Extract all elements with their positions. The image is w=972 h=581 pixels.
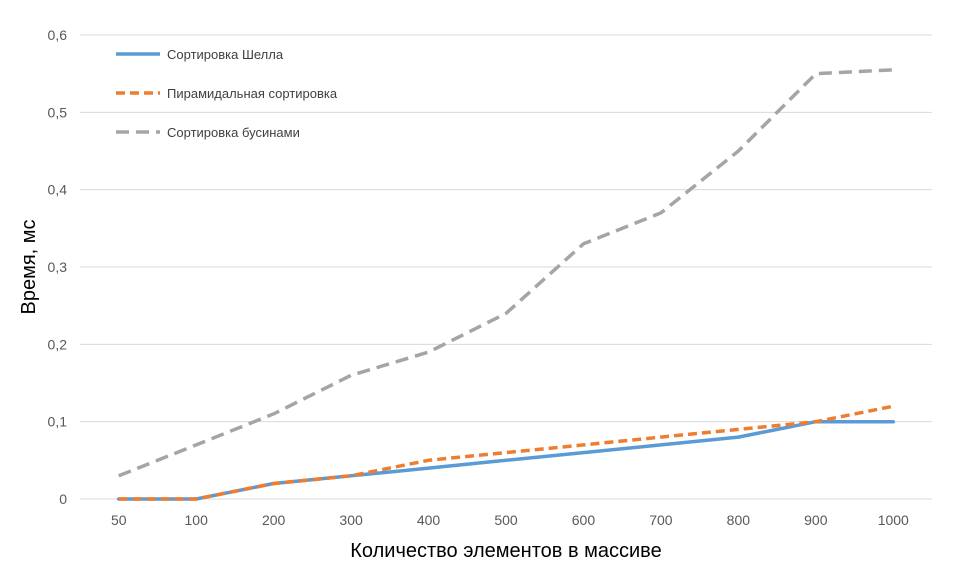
series-lines xyxy=(116,68,896,501)
x-axis-ticks: 50 100 200 300 400 500 600 700 800 900 1000 xyxy=(111,512,909,528)
y-tick-label: 0,5 xyxy=(48,104,68,120)
y-axis-ticks: 0 0,1 0,2 0,3 0,4 0,5 0,6 xyxy=(48,27,68,507)
gridlines xyxy=(80,34,932,500)
series-line-1 xyxy=(116,419,896,501)
x-tick-label: 900 xyxy=(804,512,828,528)
x-tick-label: 600 xyxy=(572,512,596,528)
y-tick-label: 0,6 xyxy=(48,27,68,43)
y-tick-label: 0,4 xyxy=(48,182,68,198)
y-tick-label: 0,2 xyxy=(48,336,68,352)
x-tick-label: 1000 xyxy=(878,512,909,528)
legend: Сортировка Шелла Пирамидальная сортировка… xyxy=(116,47,338,140)
legend-label: Сортировка бусинами xyxy=(167,125,300,140)
series-line-3 xyxy=(118,68,894,478)
x-tick-label: 300 xyxy=(339,512,363,528)
x-tick-label: 50 xyxy=(111,512,127,528)
x-tick-label: 200 xyxy=(262,512,286,528)
x-tick-label: 400 xyxy=(417,512,441,528)
x-tick-label: 800 xyxy=(727,512,751,528)
x-tick-label: 100 xyxy=(185,512,209,528)
x-axis-title: Количество элементов в массиве xyxy=(350,540,661,562)
legend-label: Пирамидальная сортировка xyxy=(167,86,338,101)
legend-label: Сортировка Шелла xyxy=(167,47,284,62)
y-tick-label: 0,1 xyxy=(48,414,68,430)
y-tick-label: 0 xyxy=(59,491,67,507)
x-tick-label: 500 xyxy=(494,512,518,528)
y-tick-label: 0,3 xyxy=(48,259,68,275)
x-tick-label: 700 xyxy=(649,512,673,528)
y-axis-title: Время, мс xyxy=(18,219,40,314)
series-line-2 xyxy=(118,404,894,501)
